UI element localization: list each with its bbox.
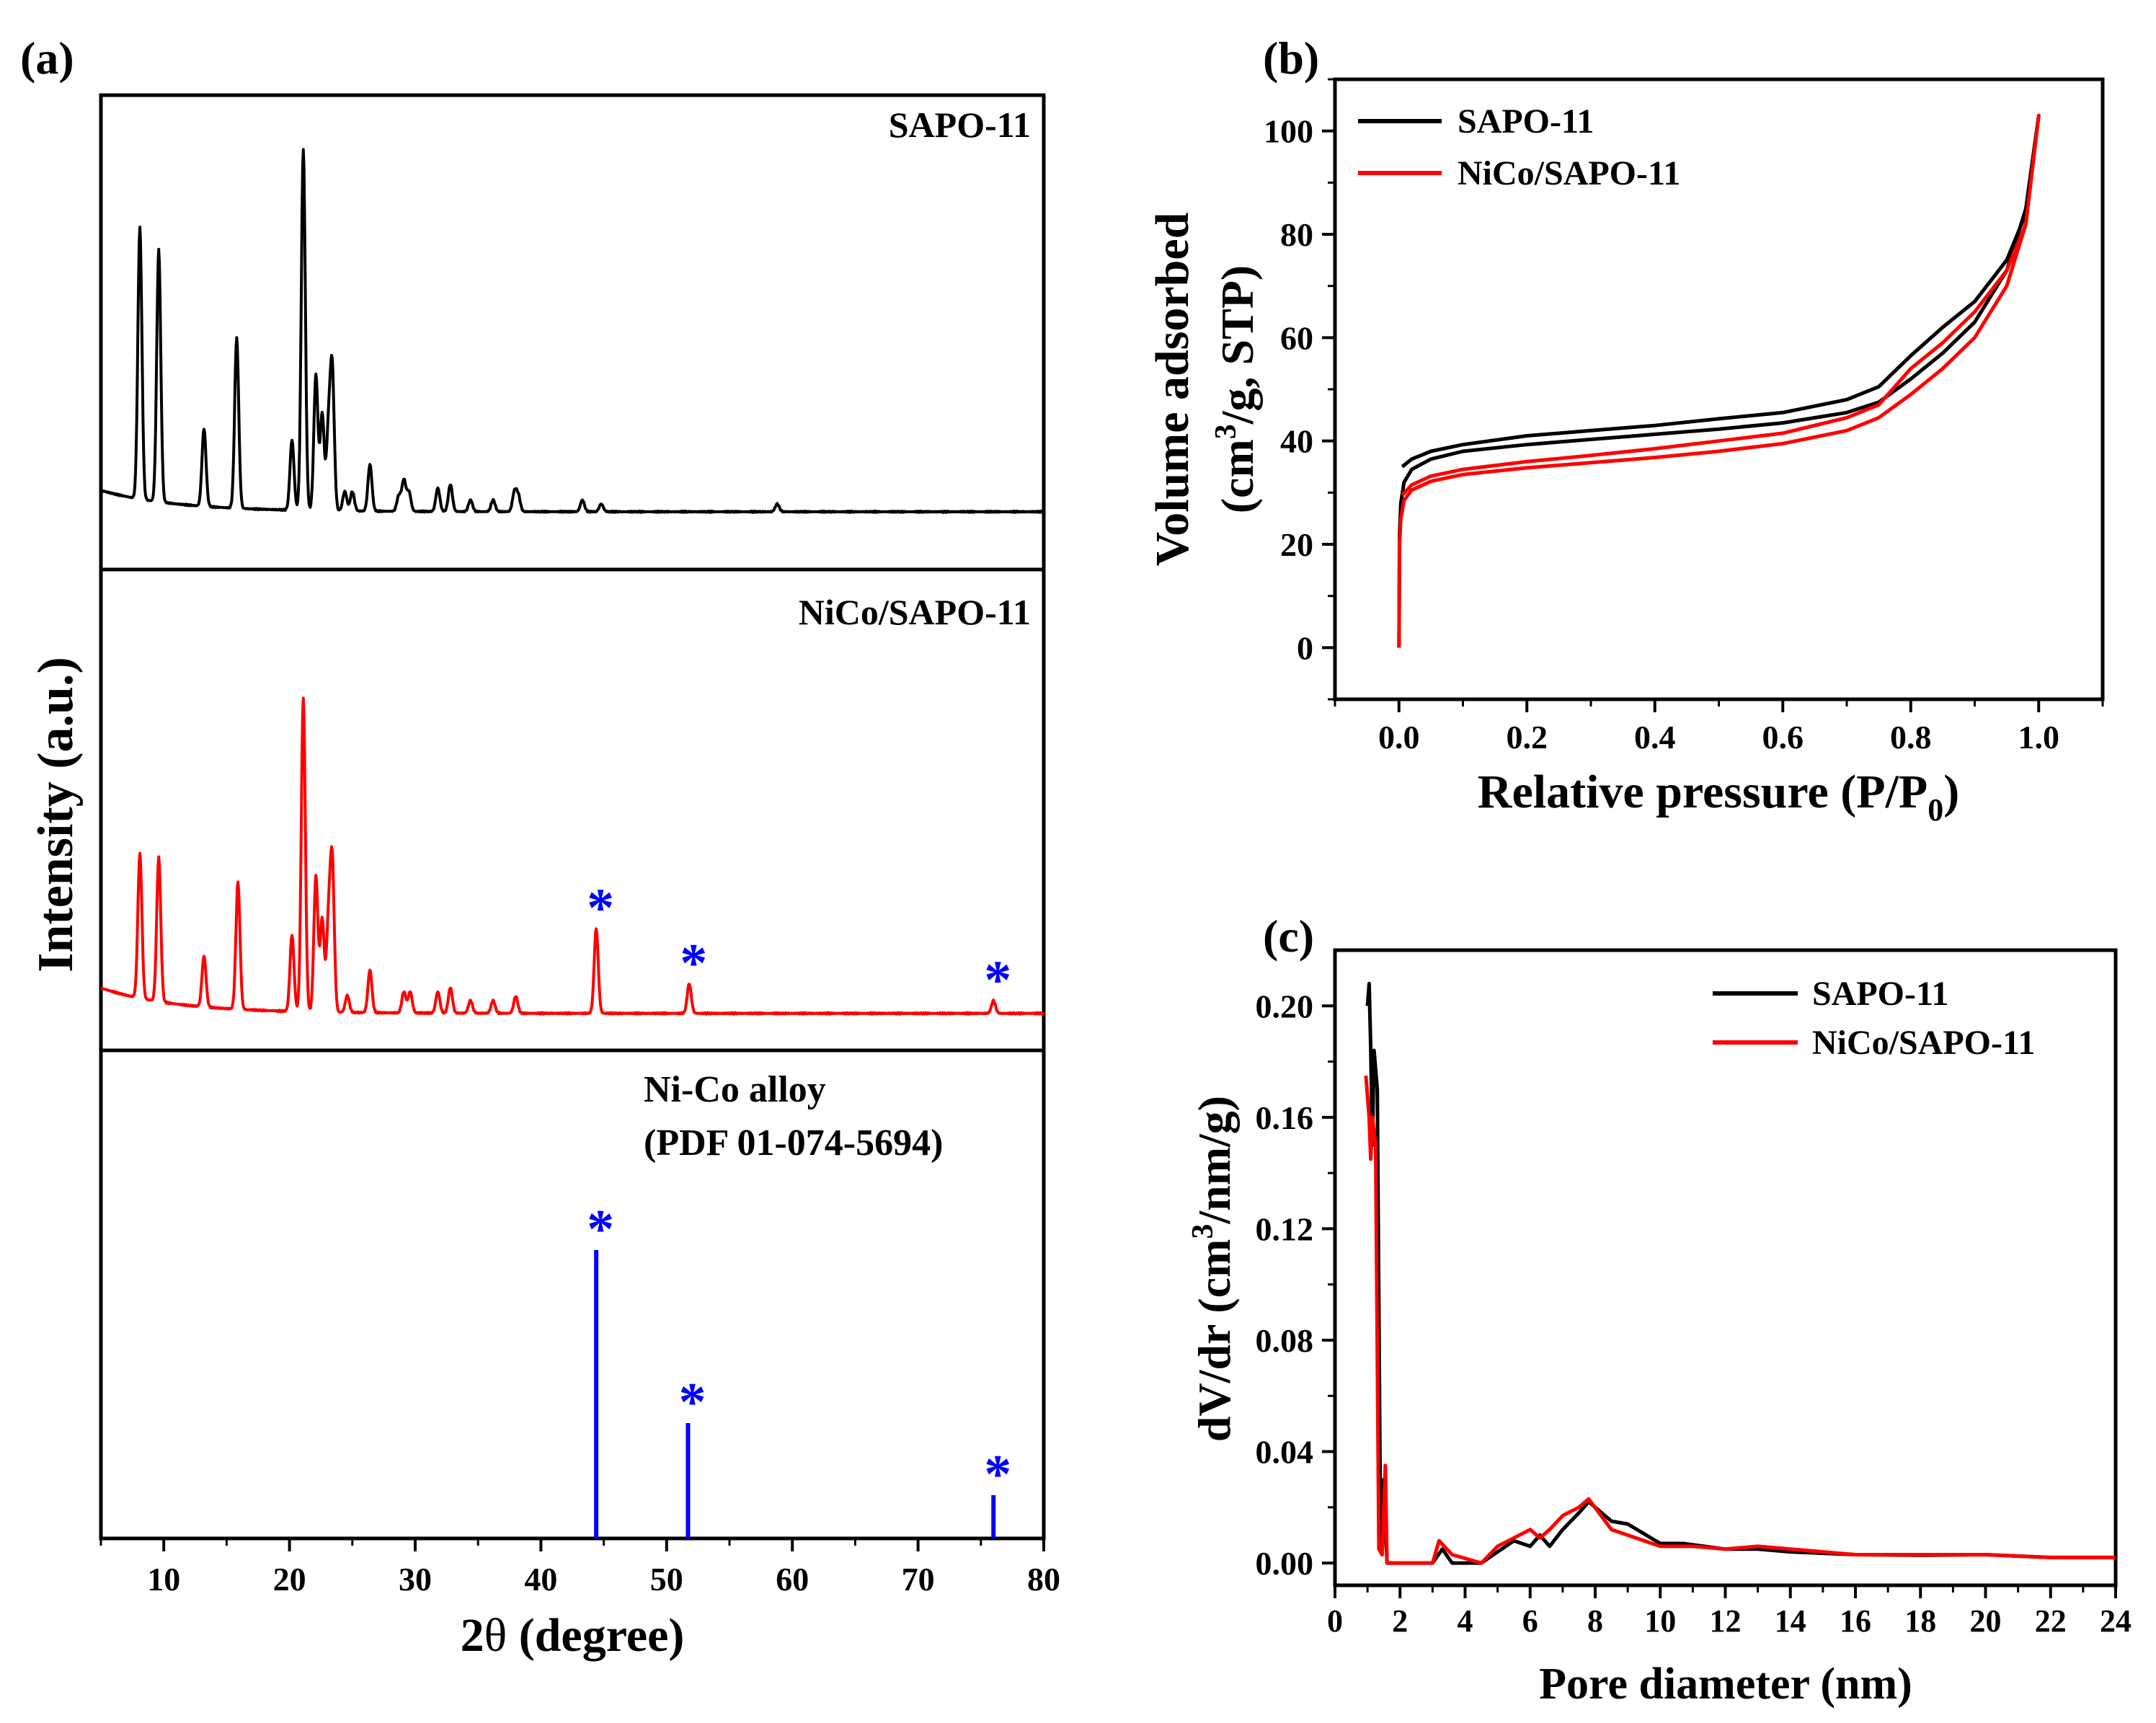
panel-c-ylabel: dV/dr (cm3/nm/g) <box>1186 1096 1240 1442</box>
panel-c-legend-sapo11: SAPO-11 <box>1812 975 1948 1013</box>
panel-b-legend: SAPO-11 NiCo/SAPO-11 <box>1358 102 1680 192</box>
panel-a-xtick-label: 60 <box>776 1561 809 1598</box>
panel-a-xtick-label: 40 <box>524 1561 557 1598</box>
panel-b: (b) 0.0 0.2 0.4 0.6 0.8 1.0 0 20 40 60 80 100 SAPO-… <box>1146 32 2105 828</box>
panel-c-ytick-label: 0.12 <box>1256 1210 1314 1247</box>
panel-a-xticks: 10 20 30 40 50 60 70 80 <box>99 1538 1060 1598</box>
panel-a-reference-lines <box>594 1250 996 1538</box>
panel-b-ytick-label: 80 <box>1280 216 1313 253</box>
panel-b-ylabel-line1: Volume adsorbed <box>1146 213 1199 567</box>
panel-c-ytick-label: 0.04 <box>1256 1434 1314 1471</box>
panel-c-letter: (c) <box>1263 911 1314 962</box>
panel-c-ytick-label: 0.16 <box>1256 1099 1314 1136</box>
panel-c-xtick-label: 2 <box>1392 1603 1408 1639</box>
panel-a-ylabel: Intensity (a.u.) <box>28 657 84 973</box>
panel-a: (a) 10 20 30 40 50 60 70 80 * * * * * * SAPO-11 NiCo… <box>20 32 1060 1662</box>
panel-a-xtick-label: 80 <box>1027 1561 1060 1598</box>
panel-b-xtick-label: 0.8 <box>1890 719 1932 756</box>
panel-c-xtick-label: 24 <box>2100 1603 2131 1639</box>
panel-c-xtick-label: 16 <box>1840 1603 1871 1639</box>
panel-b-ytick-label: 40 <box>1280 423 1313 460</box>
panel-c-xtick-label: 0 <box>1327 1603 1343 1639</box>
panel-a-xlabel: 2θ (degree) <box>461 1609 685 1662</box>
panel-a-letter: (a) <box>20 32 74 84</box>
panel-b-xtick-label: 0.2 <box>1507 719 1548 756</box>
panel-b-legend-nico-sapo11: NiCo/SAPO-11 <box>1458 154 1680 192</box>
panel-a-ref-label-1: Ni-Co alloy <box>644 1069 826 1110</box>
panel-c-legend: SAPO-11 NiCo/SAPO-11 <box>1713 975 2035 1062</box>
panel-c-ytick-label: 0.20 <box>1256 988 1314 1024</box>
panel-a-sapo11-pattern <box>99 148 1045 514</box>
panel-a-star-reference: * <box>587 1199 614 1259</box>
panel-b-isotherm-sapo11 <box>1397 113 2041 648</box>
panel-a-star-nico-peak: * <box>587 877 614 938</box>
panel-b-frame <box>1333 77 2105 701</box>
panel-b-ytick-label: 60 <box>1280 319 1313 356</box>
panel-c-xtick-label: 18 <box>1904 1603 1936 1639</box>
panel-b-xtick-label: 0.4 <box>1634 719 1676 756</box>
panel-c-ticks: 0 2 4 6 8 10 12 14 16 18 20 22 240.000.040.080.120.1… <box>1256 988 2132 1639</box>
panel-b-ylabel-line2: (cm3/g, STP) <box>1210 265 1263 514</box>
panel-c-legend-nico-sapo11: NiCo/SAPO-11 <box>1812 1024 2035 1062</box>
panel-a-xtick-label: 50 <box>650 1561 683 1598</box>
panel-b-legend-sapo11: SAPO-11 <box>1458 102 1594 141</box>
panel-c-ytick-label: 0.00 <box>1256 1545 1314 1582</box>
panel-a-star-nico-peak: * <box>680 933 707 993</box>
panel-a-xtick-label: 70 <box>902 1561 935 1598</box>
panel-c-xlabel: Pore diameter (nm) <box>1539 1660 1912 1709</box>
panel-a-label-sapo11: SAPO-11 <box>889 105 1031 145</box>
panel-c-psd-nico-sapo11 <box>1364 1075 2116 1565</box>
panel-b-ytick-label: 100 <box>1264 113 1313 150</box>
panel-b-ytick-label: 20 <box>1280 526 1313 563</box>
panel-a-frame <box>99 93 1046 1541</box>
panel-b-xlabel: Relative pressure (P/P0) <box>1478 766 1959 828</box>
panel-c-xtick-label: 12 <box>1710 1603 1742 1639</box>
panel-b-xtick-label: 0.6 <box>1762 719 1804 756</box>
panel-c: (c) 0 2 4 6 8 10 12 14 16 18 20 22 240.000.040.080.1… <box>1186 911 2131 1709</box>
panel-a-star-reference: * <box>678 1372 706 1432</box>
panel-c-xtick-label: 6 <box>1522 1603 1538 1639</box>
panel-b-isotherm-nico-sapo11 <box>1397 113 2041 648</box>
panel-a-star-markers: * * * * * * <box>587 877 1011 1505</box>
panel-c-xtick-label: 10 <box>1644 1603 1676 1639</box>
panel-c-psd-sapo11 <box>1365 981 2116 1565</box>
panel-a-star-reference: * <box>984 1444 1011 1505</box>
panel-a-nico-sapo11-pattern <box>99 696 1045 1016</box>
panel-b-xtick-label: 1.0 <box>2018 719 2060 756</box>
panel-c-xtick-label: 20 <box>1970 1603 2002 1639</box>
panel-a-xtick-label: 20 <box>273 1561 306 1598</box>
panel-a-ref-label-2: (PDF 01-074-5694) <box>644 1122 943 1164</box>
panel-a-xtick-label: 10 <box>147 1561 180 1598</box>
panel-c-xtick-label: 4 <box>1458 1603 1473 1639</box>
panel-c-xtick-label: 22 <box>2035 1603 2067 1639</box>
panel-b-ticks: 0.0 0.2 0.4 0.6 0.8 1.0 0 20 40 60 80 100 <box>1264 78 2104 756</box>
panel-b-ytick-label: 0 <box>1297 629 1313 666</box>
panel-c-ytick-label: 0.08 <box>1256 1322 1314 1359</box>
panel-c-xtick-label: 14 <box>1775 1603 1806 1639</box>
panel-a-xtick-label: 30 <box>399 1561 432 1598</box>
panel-b-xtick-label: 0.0 <box>1378 719 1420 756</box>
panel-b-letter: (b) <box>1263 32 1319 84</box>
panel-a-label-nico-sapo11: NiCo/SAPO-11 <box>799 592 1031 632</box>
panel-a-star-nico-peak: * <box>984 949 1011 1010</box>
panel-c-xtick-label: 8 <box>1587 1603 1603 1639</box>
